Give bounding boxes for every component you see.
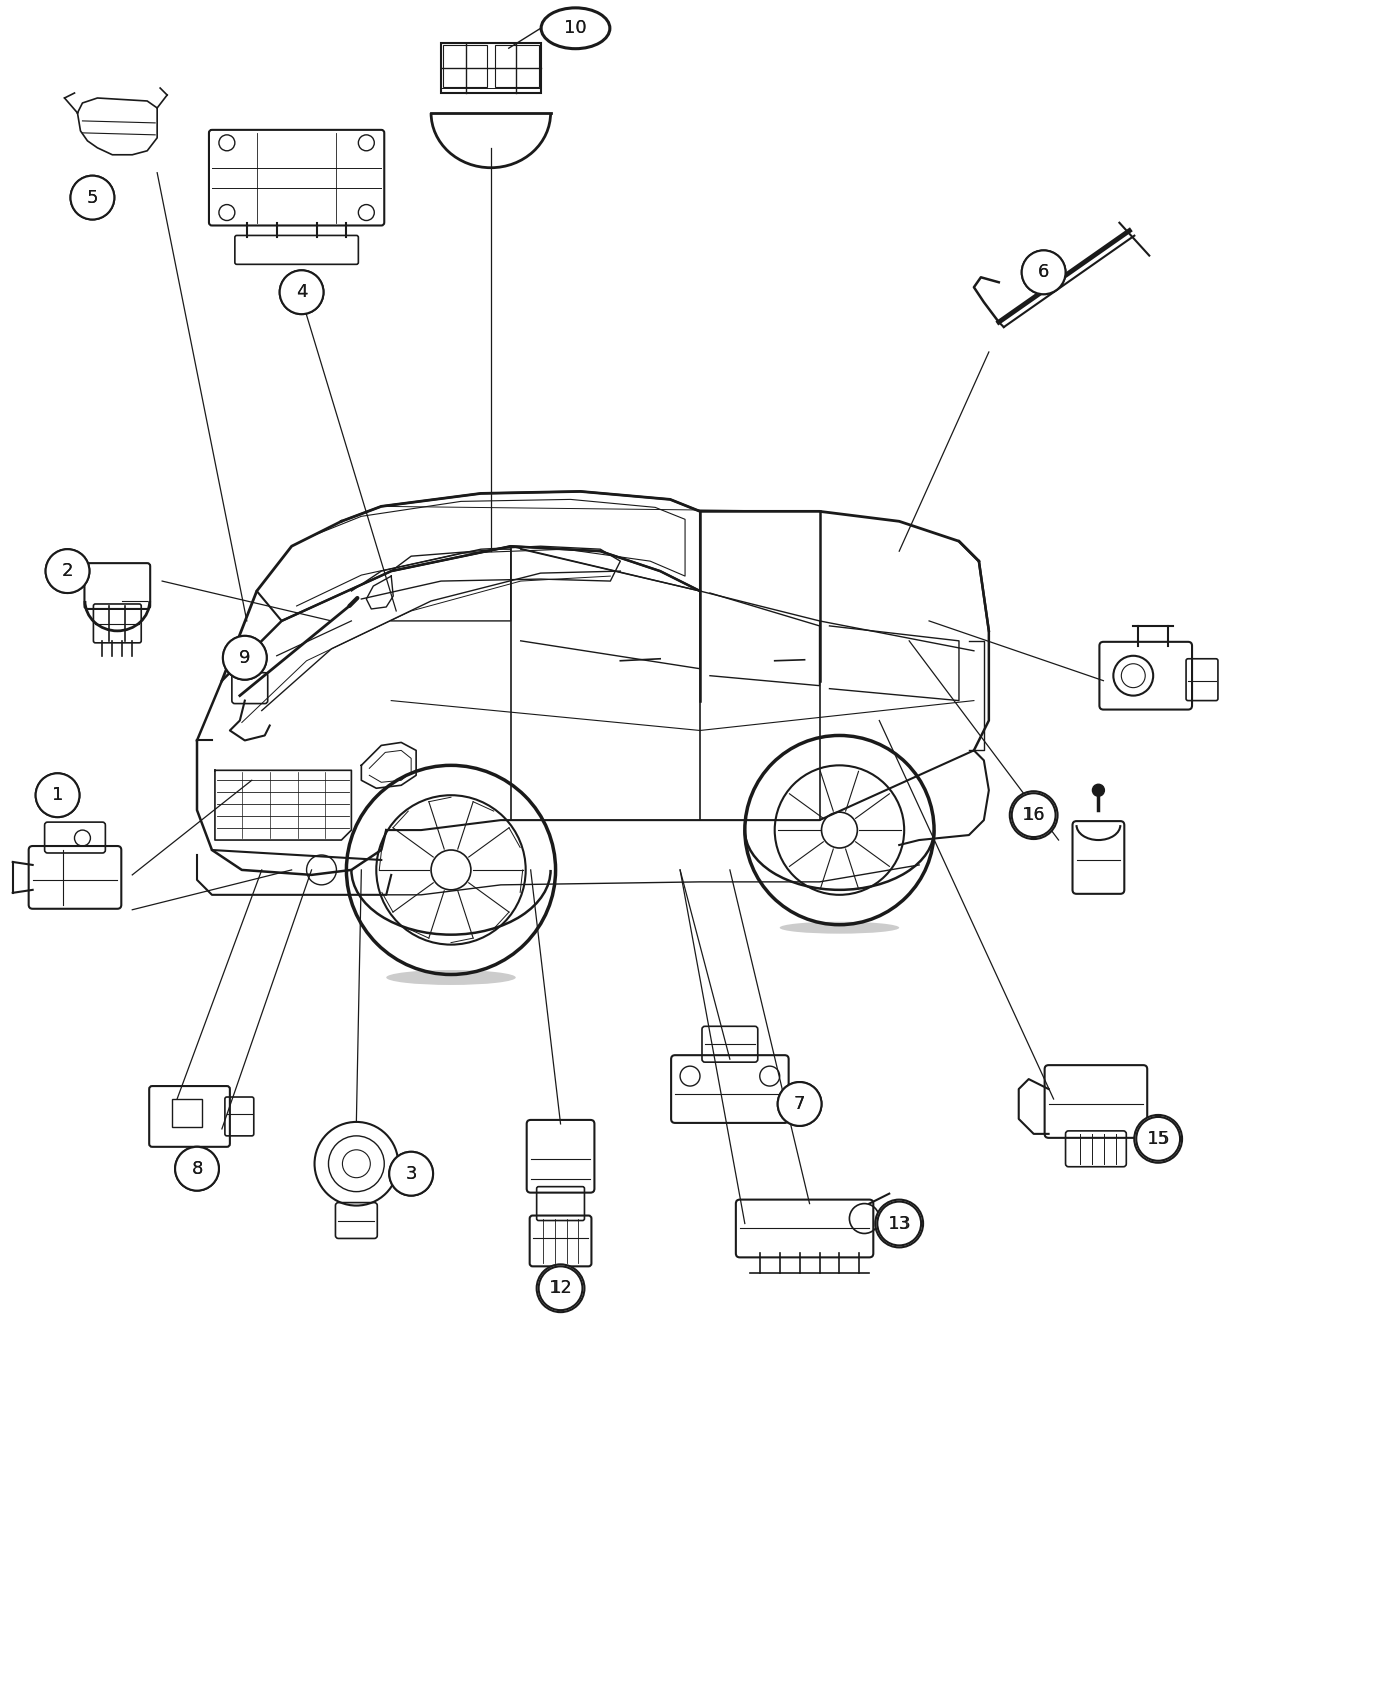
Text: 3: 3 <box>406 1164 417 1183</box>
Circle shape <box>1012 794 1056 836</box>
Circle shape <box>70 175 115 219</box>
Circle shape <box>1137 1117 1180 1161</box>
Circle shape <box>35 774 80 818</box>
Circle shape <box>539 1266 582 1311</box>
Circle shape <box>175 1148 218 1190</box>
Circle shape <box>875 1200 923 1248</box>
Text: 4: 4 <box>295 284 308 301</box>
Circle shape <box>536 1265 584 1312</box>
Ellipse shape <box>386 971 515 984</box>
Text: 7: 7 <box>794 1095 805 1114</box>
Text: 16: 16 <box>1022 806 1044 824</box>
Text: 12: 12 <box>550 1280 571 1297</box>
Circle shape <box>1022 250 1065 294</box>
Circle shape <box>777 1083 822 1125</box>
Text: 9: 9 <box>239 649 251 666</box>
Text: 10: 10 <box>564 19 587 37</box>
Text: 8: 8 <box>192 1159 203 1178</box>
Circle shape <box>223 636 267 680</box>
Ellipse shape <box>780 921 899 933</box>
Text: 6: 6 <box>1037 264 1050 280</box>
Circle shape <box>1009 790 1057 840</box>
Circle shape <box>46 549 90 593</box>
Text: 12: 12 <box>549 1280 573 1297</box>
Circle shape <box>46 549 90 593</box>
Circle shape <box>1092 784 1105 796</box>
Circle shape <box>878 1202 921 1246</box>
Text: 6: 6 <box>1037 264 1050 280</box>
Text: 13: 13 <box>889 1214 910 1232</box>
Text: 5: 5 <box>87 189 98 207</box>
Text: 16: 16 <box>1023 806 1044 824</box>
Circle shape <box>389 1153 433 1195</box>
Circle shape <box>1022 250 1065 294</box>
Text: 3: 3 <box>406 1164 417 1183</box>
Circle shape <box>1134 1115 1182 1163</box>
Text: 7: 7 <box>794 1095 805 1114</box>
Circle shape <box>280 270 323 314</box>
Ellipse shape <box>540 7 610 49</box>
Text: 1: 1 <box>52 785 63 804</box>
Circle shape <box>35 774 80 818</box>
Circle shape <box>175 1148 218 1190</box>
Circle shape <box>389 1153 433 1195</box>
Text: 8: 8 <box>192 1159 203 1178</box>
Text: 5: 5 <box>87 189 98 207</box>
Text: 9: 9 <box>239 649 251 666</box>
Circle shape <box>280 270 323 314</box>
Text: 15: 15 <box>1147 1130 1169 1148</box>
Circle shape <box>70 175 115 219</box>
Text: 2: 2 <box>62 563 73 580</box>
Text: 10: 10 <box>564 19 587 37</box>
Circle shape <box>223 636 267 680</box>
Text: 1: 1 <box>52 785 63 804</box>
Circle shape <box>777 1083 822 1125</box>
Text: 4: 4 <box>295 284 308 301</box>
Text: 2: 2 <box>62 563 73 580</box>
Text: 15: 15 <box>1148 1130 1169 1148</box>
Text: 13: 13 <box>888 1214 910 1232</box>
Ellipse shape <box>542 8 609 48</box>
